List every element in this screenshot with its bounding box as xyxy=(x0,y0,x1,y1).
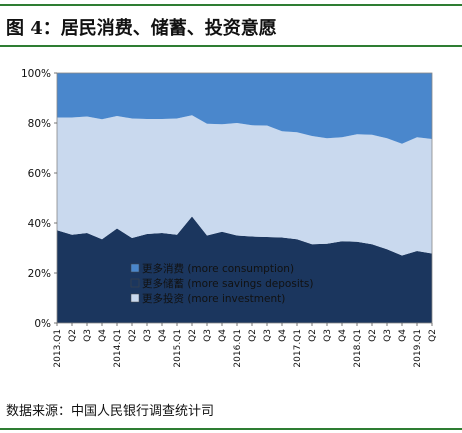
figure-title: 图 4：居民消费、储蓄、投资意愿 xyxy=(6,18,277,39)
x-tick-label: Q2 xyxy=(368,329,378,342)
legend-label-investment: 更多投资 (more investment) xyxy=(142,292,285,305)
y-tick-label: 100% xyxy=(21,68,51,80)
x-tick-label: Q3 xyxy=(203,329,213,342)
source-note: 数据来源：中国人民银行调查统计司 xyxy=(6,404,215,419)
x-tick-label: Q2 xyxy=(308,329,318,342)
plot-frame xyxy=(56,72,433,324)
x-tick-label: Q2 xyxy=(68,329,78,342)
area-investment xyxy=(57,115,432,256)
x-tick-label: Q2 xyxy=(428,329,438,342)
x-tick-label: Q3 xyxy=(263,329,273,342)
x-tick-label: 2013.Q1 xyxy=(53,329,63,368)
chart-axes: 0% 20% 40% 60% 80% 100% 2013.Q1 Q2 Q3 Q4 2014.Q1 Q2… xyxy=(21,68,438,368)
chart-legend: 更多消费 (more consumption) 更多储蓄 (more saving… xyxy=(130,262,313,305)
x-tick-label: Q4 xyxy=(218,329,228,342)
legend-swatch-savings xyxy=(130,278,140,288)
legend-label-savings: 更多储蓄 (more savings deposits) xyxy=(142,277,313,290)
y-tick-label: 0% xyxy=(34,318,51,330)
x-tick-label: Q2 xyxy=(188,329,198,342)
x-tick-label: Q4 xyxy=(158,329,168,342)
legend-label-consumption: 更多消费 (more consumption) xyxy=(142,262,294,275)
chart-areas xyxy=(57,73,432,323)
x-tick-label: 2016.Q1 xyxy=(233,329,243,368)
x-tick-label: Q3 xyxy=(83,329,93,342)
legend-swatch-investment xyxy=(130,293,140,303)
x-tick-label: 2015.Q1 xyxy=(173,329,183,368)
area-savings xyxy=(57,216,432,323)
x-tick-label: Q3 xyxy=(383,329,393,342)
x-tick-label: Q4 xyxy=(338,329,348,342)
x-tick-label: Q3 xyxy=(143,329,153,342)
y-tick-label: 40% xyxy=(28,218,51,230)
x-tick-label: 2018.Q1 xyxy=(353,329,363,368)
x-tick-label: Q2 xyxy=(248,329,258,342)
x-tick-label: Q4 xyxy=(278,329,288,342)
y-tick-label: 20% xyxy=(28,268,51,280)
x-tick-label: 2014.Q1 xyxy=(113,329,123,368)
x-tick-label: Q3 xyxy=(323,329,333,342)
x-tick-label: 2017.Q1 xyxy=(293,329,303,368)
legend-swatch-consumption xyxy=(130,263,140,273)
y-tick-label: 80% xyxy=(28,118,51,130)
x-tick-label: Q4 xyxy=(398,329,408,342)
area-consumption xyxy=(57,73,432,144)
top-rule xyxy=(0,4,462,6)
x-tick-label: Q4 xyxy=(98,329,108,342)
title-rule xyxy=(0,45,462,47)
x-tick-label: 2019.Q1 xyxy=(413,329,423,368)
x-tick-label: Q2 xyxy=(128,329,138,342)
bottom-rule xyxy=(0,428,462,430)
y-tick-label: 60% xyxy=(28,168,51,180)
